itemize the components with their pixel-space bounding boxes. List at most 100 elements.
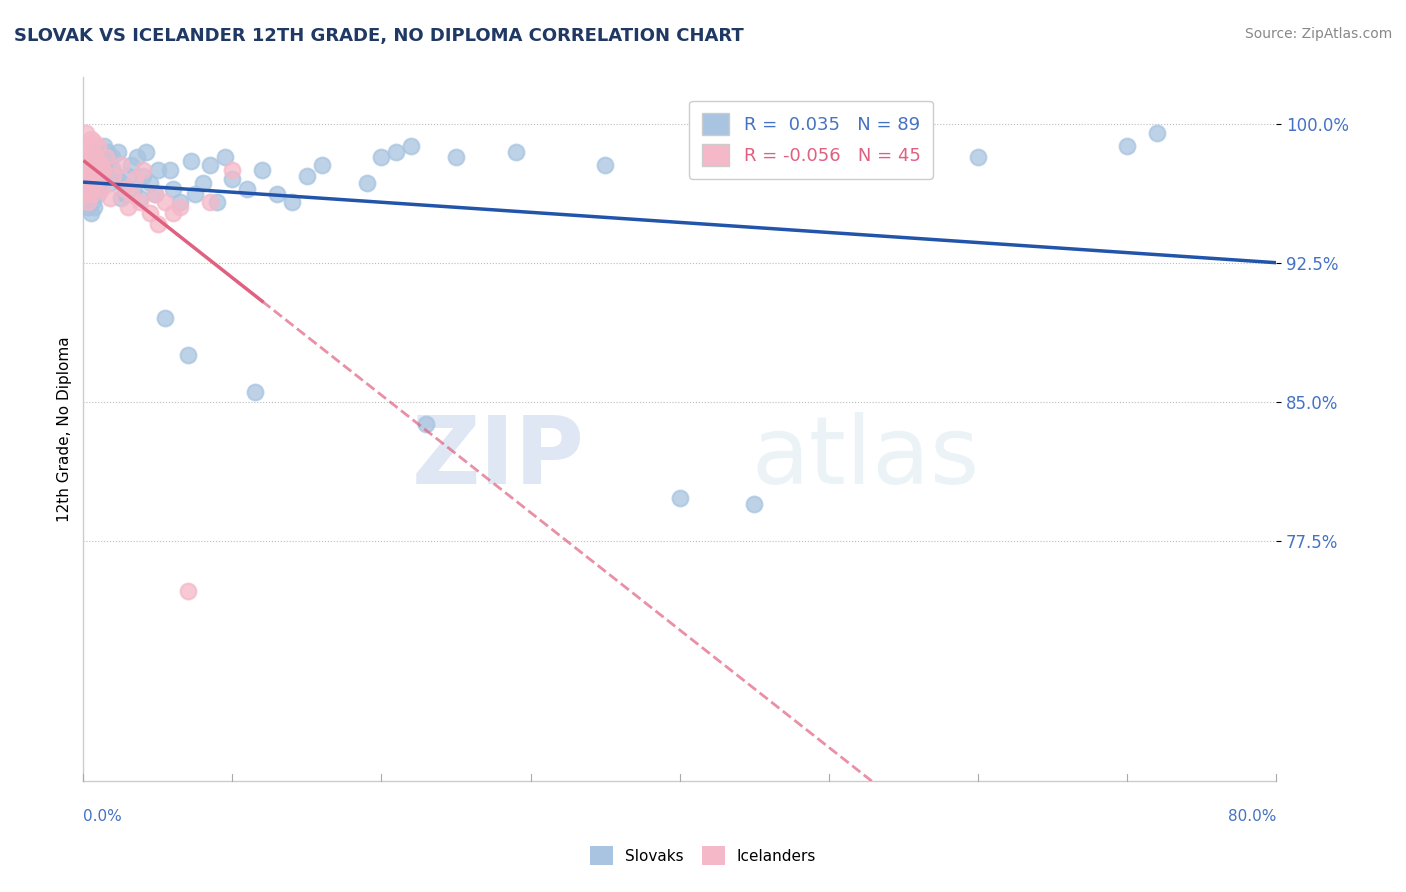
Point [76, 150, 98, 164]
Point [505, 145, 527, 159]
Point [107, 145, 129, 159]
Point [87, 150, 110, 164]
Point [105, 169, 128, 183]
Point [90, 181, 112, 195]
Point [73, 181, 96, 195]
Point [76, 172, 98, 186]
Point [75, 126, 97, 140]
Point [80, 205, 103, 219]
Point [93, 139, 115, 153]
Point [84, 150, 107, 164]
Point [98, 176, 121, 190]
Point [385, 145, 408, 159]
Point [87, 169, 110, 183]
Point [87, 187, 110, 202]
Point [75, 157, 97, 171]
Point [311, 157, 333, 171]
Point [84, 181, 107, 195]
Point [146, 217, 169, 231]
Text: atlas: atlas [751, 411, 980, 504]
Point [668, 491, 690, 505]
Point [169, 194, 191, 209]
Point [83, 200, 105, 214]
Point [593, 157, 616, 171]
Point [155, 311, 177, 326]
Point [101, 169, 124, 183]
Point [191, 176, 214, 190]
Point [90, 163, 112, 178]
Point [114, 187, 136, 202]
Point [356, 176, 378, 190]
Point [80, 153, 103, 168]
Point [120, 157, 142, 171]
Point [83, 163, 105, 178]
Point [75, 176, 97, 190]
Point [82, 187, 104, 202]
Point [76, 194, 98, 209]
Point [125, 150, 148, 164]
Point [77, 172, 100, 186]
Point [370, 150, 392, 164]
Point [96, 145, 118, 159]
Point [80, 176, 103, 190]
Point [94, 150, 117, 164]
Point [82, 157, 104, 171]
Point [139, 205, 162, 219]
Point [89, 157, 111, 171]
Text: 80.0%: 80.0% [1227, 809, 1277, 824]
Point [143, 187, 166, 202]
Point [132, 169, 155, 183]
Text: SLOVAK VS ICELANDER 12TH GRADE, NO DIPLOMA CORRELATION CHART: SLOVAK VS ICELANDER 12TH GRADE, NO DIPLO… [14, 27, 744, 45]
Point [73, 169, 96, 183]
Point [967, 150, 990, 164]
Point [77, 153, 100, 168]
Point [83, 169, 105, 183]
Point [444, 150, 467, 164]
Y-axis label: 12th Grade, No Diploma: 12th Grade, No Diploma [58, 336, 72, 522]
Point [83, 136, 105, 150]
Point [159, 163, 181, 178]
Point [86, 145, 108, 159]
Point [77, 139, 100, 153]
Point [82, 145, 104, 159]
Point [415, 417, 437, 431]
Point [198, 194, 221, 209]
Point [73, 153, 96, 168]
Point [198, 157, 221, 171]
Point [184, 187, 207, 202]
Point [1146, 126, 1168, 140]
Legend: R =  0.035   N = 89, R = -0.056   N = 45: R = 0.035 N = 89, R = -0.056 N = 45 [689, 101, 934, 179]
Point [143, 187, 166, 202]
Point [139, 176, 162, 190]
Point [221, 172, 243, 186]
Point [73, 187, 96, 202]
Point [117, 200, 139, 214]
Point [129, 194, 152, 209]
Point [111, 176, 134, 190]
Point [176, 348, 198, 362]
Point [295, 169, 318, 183]
Point [87, 169, 110, 183]
Point [101, 163, 124, 178]
Point [82, 194, 104, 209]
Point [281, 194, 304, 209]
Point [89, 176, 111, 190]
Text: Source: ZipAtlas.com: Source: ZipAtlas.com [1244, 27, 1392, 41]
Point [77, 191, 100, 205]
Point [76, 200, 98, 214]
Point [135, 145, 157, 159]
Point [80, 187, 103, 202]
Point [122, 181, 145, 195]
Point [114, 181, 136, 195]
Point [84, 153, 107, 168]
Text: ZIP: ZIP [412, 411, 585, 504]
Point [132, 163, 155, 178]
Point [86, 163, 108, 178]
Point [214, 150, 236, 164]
Point [110, 191, 132, 205]
Point [80, 169, 103, 183]
Point [129, 191, 152, 205]
Point [169, 200, 191, 214]
Point [155, 194, 177, 209]
Point [742, 496, 765, 510]
